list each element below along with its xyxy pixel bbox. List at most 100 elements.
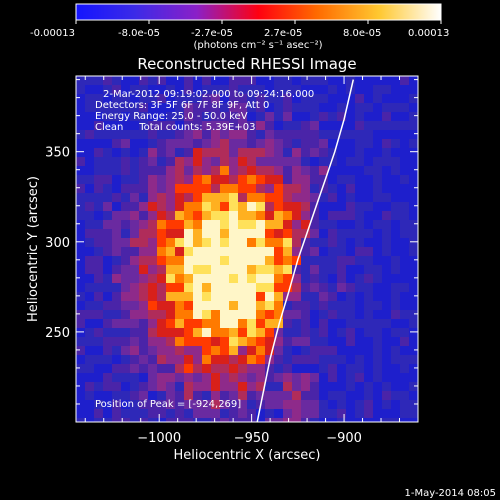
- heatmap-cell: [148, 310, 158, 320]
- heatmap-cell: [166, 364, 176, 374]
- heatmap-cell: [409, 121, 418, 131]
- heatmap-cell: [121, 94, 131, 104]
- heatmap-cell: [265, 220, 275, 230]
- heatmap-cell: [364, 400, 374, 410]
- heatmap-cell: [121, 103, 131, 113]
- heatmap-cell: [211, 418, 221, 422]
- heatmap-cell: [175, 76, 185, 86]
- heatmap-cell: [391, 283, 401, 293]
- heatmap-cell: [112, 409, 122, 419]
- heatmap-cell: [274, 85, 284, 95]
- heatmap-cell: [112, 175, 122, 185]
- heatmap-cell: [112, 274, 122, 284]
- heatmap-cell: [103, 211, 113, 221]
- heatmap-cell: [220, 130, 230, 140]
- heatmap-cell: [382, 382, 392, 392]
- heatmap-cell: [103, 76, 113, 86]
- heatmap-cell: [202, 337, 212, 347]
- heatmap-cell: [283, 247, 293, 257]
- heatmap-cell: [283, 238, 293, 248]
- heatmap-cell: [103, 121, 113, 131]
- heatmap-cell: [301, 247, 311, 257]
- heatmap-cell: [238, 130, 248, 140]
- heatmap-cell: [319, 76, 329, 86]
- heatmap-cell: [355, 76, 365, 86]
- heatmap-cell: [364, 139, 374, 149]
- heatmap-cell: [364, 193, 374, 203]
- heatmap-cell: [175, 256, 185, 266]
- heatmap-cell: [157, 409, 167, 419]
- heatmap-cell: [355, 103, 365, 113]
- heatmap-cell: [238, 319, 248, 329]
- heatmap-cell: [238, 409, 248, 419]
- heatmap-cell: [157, 337, 167, 347]
- heatmap-cell: [355, 247, 365, 257]
- heatmap-cell: [346, 418, 356, 422]
- heatmap-cell: [157, 265, 167, 275]
- heatmap-cell: [139, 382, 149, 392]
- heatmap-cell: [382, 355, 392, 365]
- heatmap-cell: [319, 157, 329, 167]
- heatmap-cell: [229, 274, 239, 284]
- heatmap-cell: [328, 175, 338, 185]
- heatmap-cell: [373, 175, 383, 185]
- heatmap-cell: [229, 265, 239, 275]
- heatmap-cell: [283, 229, 293, 239]
- heatmap-cell: [355, 265, 365, 275]
- heatmap-cell: [121, 202, 131, 212]
- heatmap-cell: [373, 148, 383, 158]
- heatmap-cell: [256, 355, 266, 365]
- heatmap-cell: [85, 301, 95, 311]
- heatmap-cell: [337, 202, 347, 212]
- heatmap-cell: [346, 382, 356, 392]
- heatmap-cell: [301, 400, 311, 410]
- heatmap-cell: [346, 166, 356, 176]
- heatmap-cell: [193, 130, 203, 140]
- heatmap-cell: [391, 391, 401, 401]
- heatmap-cell: [355, 310, 365, 320]
- heatmap-cell: [76, 256, 86, 266]
- heatmap-cell: [220, 112, 230, 122]
- heatmap-cell: [148, 409, 158, 419]
- heatmap-cell: [220, 94, 230, 104]
- heatmap-cell: [319, 409, 329, 419]
- heatmap-cell: [328, 382, 338, 392]
- heatmap-cell: [184, 382, 194, 392]
- heatmap-cell: [166, 274, 176, 284]
- heatmap-cell: [247, 211, 257, 221]
- heatmap-cell: [283, 184, 293, 194]
- heatmap-cell: [382, 121, 392, 131]
- heatmap-cell: [94, 418, 104, 422]
- heatmap-cell: [211, 274, 221, 284]
- heatmap-cell: [382, 85, 392, 95]
- heatmap-cell: [220, 256, 230, 266]
- heatmap-cell: [211, 76, 221, 86]
- heatmap-cell: [274, 157, 284, 167]
- heatmap-cell: [301, 193, 311, 203]
- heatmap-cell: [76, 382, 86, 392]
- heatmap-cell: [256, 166, 266, 176]
- heatmap-cell: [103, 409, 113, 419]
- heatmap-cell: [112, 112, 122, 122]
- heatmap-cell: [292, 211, 302, 221]
- heatmap-cell: [112, 283, 122, 293]
- heatmap-cell: [364, 148, 374, 158]
- heatmap-cell: [202, 310, 212, 320]
- heatmap-cell: [364, 94, 374, 104]
- heatmap-cell: [175, 337, 185, 347]
- heatmap-cell: [229, 382, 239, 392]
- heatmap-cell: [238, 382, 248, 392]
- heatmap-cell: [184, 409, 194, 419]
- heatmap-cell: [76, 148, 86, 158]
- heatmap-cell: [94, 355, 104, 365]
- heatmap-cell: [175, 139, 185, 149]
- heatmap-cell: [328, 112, 338, 122]
- heatmap-cell: [94, 238, 104, 248]
- heatmap-cell: [373, 364, 383, 374]
- heatmap-cell: [247, 148, 257, 158]
- heatmap-cell: [220, 301, 230, 311]
- heatmap-cell: [409, 130, 418, 140]
- heatmap-cell: [355, 85, 365, 95]
- heatmap-cell: [211, 337, 221, 347]
- x-axis-label: Heliocentric X (arcsec): [174, 448, 321, 463]
